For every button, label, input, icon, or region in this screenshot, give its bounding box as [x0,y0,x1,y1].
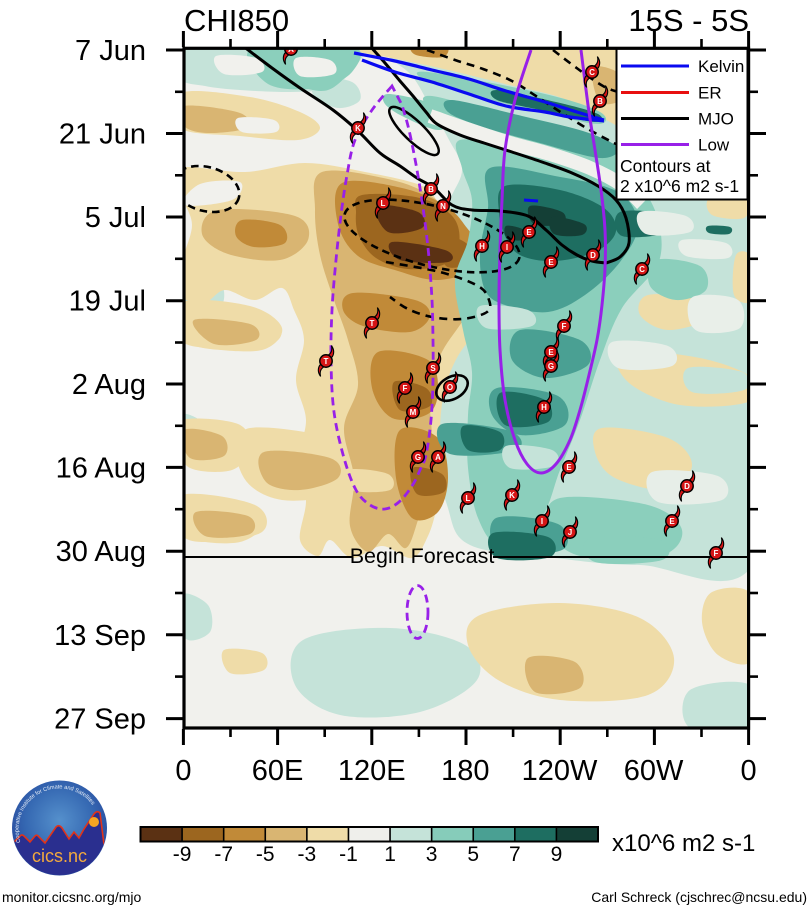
svg-text:T: T [370,319,375,328]
svg-text:27 Sep: 27 Sep [54,704,146,736]
svg-text:Begin Forecast: Begin Forecast [350,544,495,568]
svg-text:I: I [506,243,508,252]
svg-text:E: E [526,228,532,237]
svg-text:x10^6 m2 s-1: x10^6 m2 s-1 [612,830,755,857]
svg-text:0: 0 [175,755,191,787]
svg-text:A: A [435,453,441,462]
svg-text:monitor.cicsnc.org/mjo: monitor.cicsnc.org/mjo [2,889,141,905]
svg-text:E: E [548,258,554,267]
svg-text:MJO: MJO [698,110,734,129]
svg-text:cics.nc: cics.nc [32,846,87,866]
svg-text:B: B [428,185,434,194]
svg-text:-5: -5 [256,843,275,866]
svg-text:C: C [589,68,595,77]
svg-text:7: 7 [509,843,521,866]
svg-text:K: K [355,124,361,133]
svg-text:30 Aug: 30 Aug [56,536,146,568]
svg-text:B: B [597,97,603,106]
svg-text:S: S [430,364,436,373]
svg-text:T: T [324,357,329,366]
svg-text:F: F [714,549,719,558]
svg-text:9: 9 [551,843,563,866]
svg-text:Carl Schreck (cjschrec@ncsu.ed: Carl Schreck (cjschrec@ncsu.edu) [591,889,807,905]
svg-text:7 Jun: 7 Jun [75,35,146,67]
svg-text:F: F [562,322,567,331]
svg-text:D: D [684,482,690,491]
svg-text:E: E [669,517,675,526]
svg-text:120W: 120W [522,755,598,787]
svg-text:O: O [447,383,453,392]
svg-text:H: H [479,242,485,251]
svg-text:19 Jul: 19 Jul [69,286,146,318]
svg-text:-3: -3 [298,843,317,866]
svg-text:K: K [509,491,515,500]
svg-text:Kelvin: Kelvin [698,57,744,76]
svg-text:15S - 5S: 15S - 5S [628,3,749,38]
svg-text:5: 5 [467,843,479,866]
svg-text:-7: -7 [214,843,233,866]
svg-text:F: F [403,384,408,393]
svg-text:I: I [541,517,543,526]
svg-text:0: 0 [741,755,757,787]
svg-text:G: G [415,453,421,462]
svg-text:E: E [566,463,572,472]
svg-text:Contours at: Contours at [620,156,711,176]
svg-text:M: M [410,408,417,417]
svg-text:120E: 120E [338,755,406,787]
svg-text:2 Aug: 2 Aug [72,369,146,401]
svg-text:D: D [590,251,596,260]
svg-text:21 Jun: 21 Jun [59,119,146,151]
svg-text:C: C [639,265,645,274]
svg-text:1: 1 [384,843,396,866]
svg-text:2 x10^6 m2 s-1: 2 x10^6 m2 s-1 [620,176,739,196]
svg-text:H: H [541,403,547,412]
svg-text:Low: Low [698,136,730,155]
svg-text:ER: ER [698,84,722,103]
svg-text:180: 180 [441,755,489,787]
svg-text:L: L [466,494,471,503]
svg-text:G: G [548,362,554,371]
svg-text:16 Aug: 16 Aug [56,452,146,484]
svg-text:-1: -1 [339,843,358,866]
svg-text:5 Jul: 5 Jul [85,202,146,234]
svg-text:A: A [288,45,294,54]
svg-text:J: J [568,528,572,537]
svg-text:E: E [548,348,554,357]
svg-text:N: N [440,202,446,211]
svg-text:13 Sep: 13 Sep [54,620,146,652]
svg-text:3: 3 [426,843,438,866]
svg-text:L: L [381,199,386,208]
svg-text:60E: 60E [252,755,304,787]
svg-text:CHI850: CHI850 [184,3,289,38]
svg-text:-9: -9 [173,843,192,866]
svg-text:60W: 60W [624,755,684,787]
